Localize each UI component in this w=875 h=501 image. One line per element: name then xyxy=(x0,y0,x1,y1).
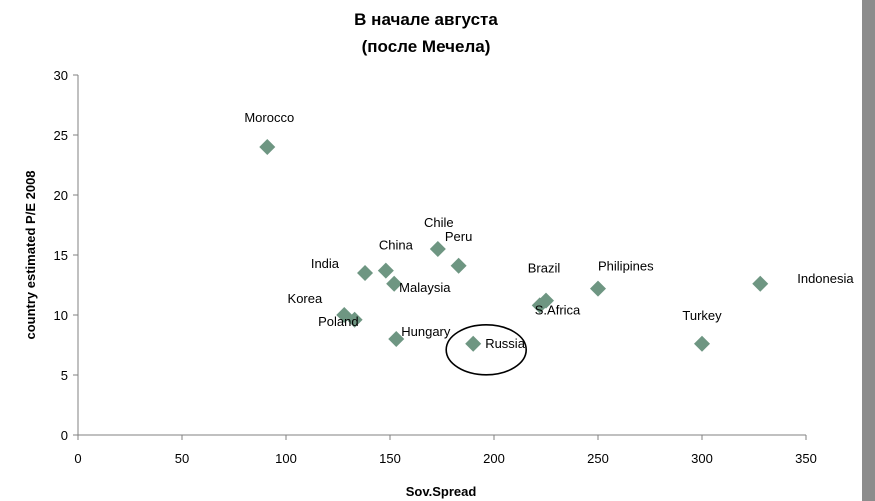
data-point-russia xyxy=(465,335,482,352)
slide-side-bar xyxy=(862,0,875,501)
point-label: Morocco xyxy=(244,110,294,125)
y-axis-label: country estimated P/E 2008 xyxy=(23,170,38,339)
data-point-s-africa xyxy=(531,297,548,314)
point-label: Indonesia xyxy=(797,271,854,286)
point-label: Philipines xyxy=(598,259,654,274)
data-point-turkey xyxy=(694,335,710,352)
data-point-indonesia xyxy=(752,275,769,292)
point-label: Hungary xyxy=(401,324,451,339)
point-label: Malaysia xyxy=(399,280,451,295)
data-point-malaysia xyxy=(386,275,403,292)
x-axis-label: Sov.Spread xyxy=(406,484,477,499)
chart-title-line-1: В начале августа xyxy=(354,10,498,29)
x-tick-label: 250 xyxy=(587,451,609,466)
x-tick-label: 200 xyxy=(483,451,505,466)
x-tick-label: 300 xyxy=(691,451,713,466)
y-tick-label: 30 xyxy=(54,68,68,83)
x-tick-label: 50 xyxy=(175,451,189,466)
point-label: Chile xyxy=(424,215,454,230)
data-point-chile xyxy=(429,241,446,257)
y-tick-label: 20 xyxy=(54,188,68,203)
data-point-morocco xyxy=(259,139,276,155)
y-tick-label: 15 xyxy=(54,248,68,263)
y-tick-label: 25 xyxy=(54,128,68,143)
data-point-poland xyxy=(346,311,363,328)
highlight-ellipse xyxy=(445,323,528,376)
point-label: India xyxy=(311,256,340,271)
highlight-layer xyxy=(445,323,528,376)
axis-ticks: 0 50 100 150 200 250 300 350 0 5 10 15 20 25 30 xyxy=(54,68,817,466)
point-label: China xyxy=(379,238,414,253)
axes xyxy=(77,75,806,436)
data-point-peru xyxy=(450,257,467,274)
point-label: S.Africa xyxy=(535,302,581,317)
point-label: Brazil xyxy=(528,261,561,276)
x-tick-label: 100 xyxy=(275,451,297,466)
x-tick-label: 350 xyxy=(795,451,817,466)
point-label: Turkey xyxy=(682,308,722,323)
data-point-china xyxy=(377,262,394,279)
y-tick-label: 0 xyxy=(61,428,68,443)
y-tick-label: 5 xyxy=(61,368,68,383)
x-tick-label: 150 xyxy=(379,451,401,466)
data-point-philipines xyxy=(590,280,606,297)
y-tick-label: 10 xyxy=(54,308,68,323)
x-tick-label: 0 xyxy=(74,451,81,466)
data-point-hungary xyxy=(388,331,405,347)
point-label: Korea xyxy=(288,291,323,306)
chart-title-line-2: (после Мечела) xyxy=(362,37,491,56)
point-label: Russia xyxy=(485,336,526,351)
point-label: Poland xyxy=(318,314,358,329)
data-point-india xyxy=(357,265,374,281)
point-label: Peru xyxy=(445,229,472,244)
